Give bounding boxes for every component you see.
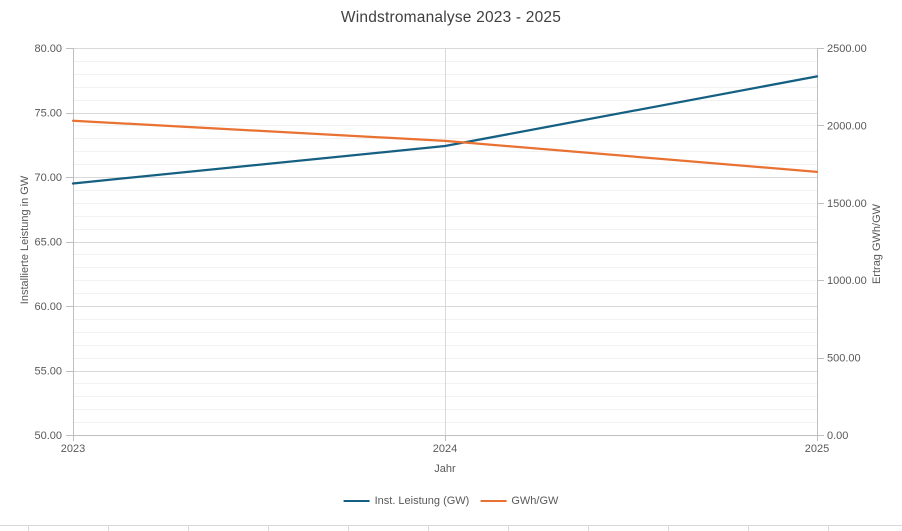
- series-line-inst-leistung-gw[interactable]: [71, 75, 819, 185]
- legend-item-inst-leistung[interactable]: Inst. Leistung (GW): [343, 495, 470, 507]
- right-axis-tick-label: 1000.00: [827, 275, 867, 287]
- right-axis-tick-label: 500.00: [827, 353, 861, 365]
- legend-line-swatch-blue: [343, 499, 370, 503]
- sheet-column-separator: [668, 526, 669, 531]
- series-line-gwh-gw[interactable]: [71, 119, 819, 173]
- legend-label: GWh/GW: [511, 495, 559, 507]
- right-axis-tick-label: 2000.00: [827, 120, 867, 132]
- sheet-column-separator: [748, 526, 749, 531]
- x-axis-tick-label: 2024: [433, 443, 457, 455]
- sheet-column-separator: [508, 526, 509, 531]
- x-axis-title: Jahr: [434, 463, 456, 475]
- sheet-column-separator: [108, 526, 109, 531]
- sheet-column-separator: [588, 526, 589, 531]
- sheet-column-separator: [188, 526, 189, 531]
- left-axis-tick-label: 60.00: [34, 301, 62, 313]
- sheet-column-separator: [828, 526, 829, 531]
- legend-line-swatch-orange: [480, 499, 507, 503]
- right-axis-tick-label: 1500.00: [827, 198, 867, 210]
- right-axis-tick-label: 0.00: [827, 430, 848, 442]
- left-axis-tick-label: 70.00: [34, 172, 62, 184]
- sheet-column-separator: [428, 526, 429, 531]
- left-axis-tick-label: 80.00: [34, 43, 62, 55]
- x-axis-tick-label: 2025: [805, 443, 829, 455]
- sheet-column-separator: [348, 526, 349, 531]
- right-axis-title: Ertrag GWh/GW: [871, 203, 883, 285]
- legend-item-gwh-gw[interactable]: GWh/GW: [480, 495, 558, 507]
- left-axis-tick-label: 65.00: [34, 237, 62, 249]
- x-axis-tick-label: 2023: [61, 443, 85, 455]
- left-axis-tick-label: 75.00: [34, 108, 62, 120]
- left-axis-title: Installierte Leistung in GW: [19, 175, 31, 305]
- sheet-column-separator: [28, 526, 29, 531]
- right-axis-tick-label: 2500.00: [827, 43, 867, 55]
- chart-title[interactable]: Windstromanalyse 2023 - 2025: [340, 9, 562, 26]
- left-axis-tick-label: 50.00: [34, 430, 62, 442]
- legend: Inst. Leistung (GW) GWh/GW: [343, 495, 558, 507]
- left-axis-tick-label: 55.00: [34, 366, 62, 378]
- legend-label: Inst. Leistung (GW): [374, 495, 470, 507]
- spreadsheet-row-sliver: [0, 525, 902, 531]
- sheet-column-separator: [268, 526, 269, 531]
